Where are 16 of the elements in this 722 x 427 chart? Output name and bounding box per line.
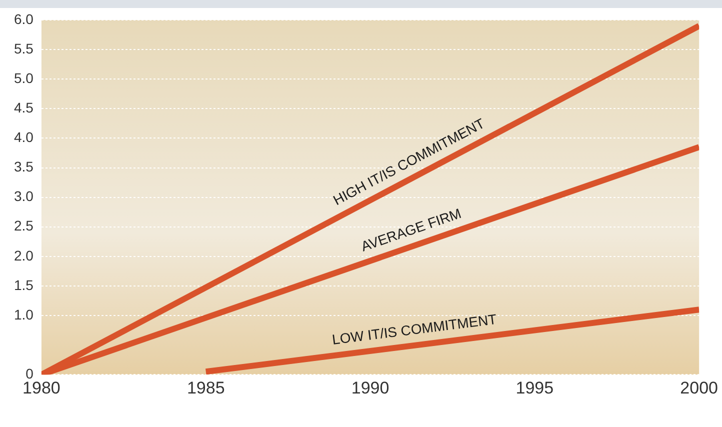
y-tick-label: 2.0 [14,247,34,264]
text: LOW IT/IS COMMITMENT [331,310,498,348]
x-tick-label: 1985 [186,378,225,398]
x-tick-label: 2000 [680,378,718,398]
y-tick-label: 4.5 [14,100,34,116]
y-tick-label: 2.5 [14,218,34,234]
y-tick-label: 3.5 [14,158,34,175]
x-tick-label: 1990 [351,378,390,398]
x-tick-label: 1995 [516,378,554,398]
y-tick-label: 6.0 [14,10,34,27]
y-tick-label: 5.5 [14,40,34,56]
y-tick-label: 4.0 [14,129,34,146]
y-tick-label: 1.5 [14,276,34,293]
y-tick-label: 3.0 [14,188,34,204]
y-tick-label: 5.0 [14,70,34,86]
y-tick-label: 1.0 [14,306,34,322]
